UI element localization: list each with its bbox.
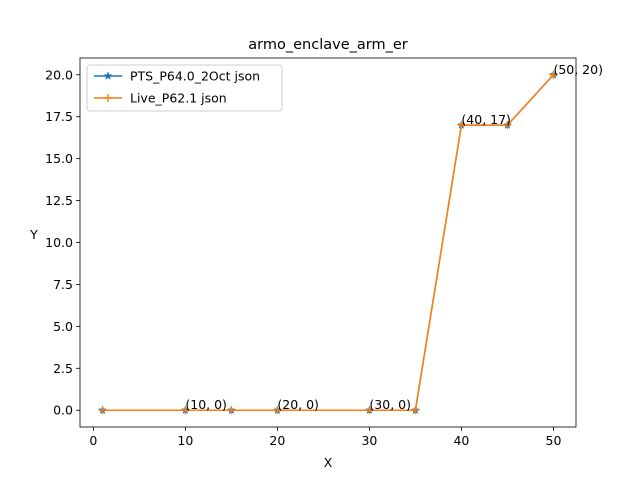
x-tick-label: 30 xyxy=(361,433,377,448)
point-annotation: (40, 17) xyxy=(461,112,511,127)
chart-title: armo_enclave_arm_er xyxy=(248,37,407,53)
x-axis-label: X xyxy=(324,455,333,470)
data-point-series-2 xyxy=(227,406,236,415)
data-point-series-2 xyxy=(549,70,558,79)
axes-frame xyxy=(79,57,577,428)
legend-marker-1 xyxy=(103,71,113,80)
y-tick-label: 12.5 xyxy=(45,193,73,208)
point-annotation: (30, 0) xyxy=(369,397,411,412)
x-tick-label: 20 xyxy=(269,433,285,448)
point-annotation: (10, 0) xyxy=(185,397,227,412)
y-tick-label: 5.0 xyxy=(53,319,73,334)
y-tick-label: 10.0 xyxy=(45,235,73,250)
legend-box xyxy=(86,64,283,112)
data-point-series-2 xyxy=(181,406,190,415)
y-tick-label: 20.0 xyxy=(45,67,73,82)
data-point-series-2 xyxy=(365,406,374,415)
y-tick-label: 17.5 xyxy=(45,109,73,124)
y-tick-label: 7.5 xyxy=(53,277,73,292)
y-axis-label: Y xyxy=(29,227,38,242)
y-tick-label: 0.0 xyxy=(53,403,73,418)
point-annotation: (20, 0) xyxy=(277,397,319,412)
legend-label-1: PTS_P64.0_2Oct json xyxy=(130,69,260,84)
x-tick-label: 0 xyxy=(89,433,97,448)
y-tick-label: 2.5 xyxy=(53,361,73,376)
data-point-series-2 xyxy=(457,121,466,130)
data-point-series-2 xyxy=(98,406,107,415)
data-point-series-2 xyxy=(273,406,282,415)
plot-area: 0 10 20 30 40 50 0.0 2.5 5.0 7.5 10.0 12.5 15.0 17.5 2… xyxy=(45,57,603,448)
legend-marker-2 xyxy=(104,94,112,102)
data-point-series-2 xyxy=(503,121,512,130)
legend: PTS_P64.0_2Oct json Live_P62.1 json xyxy=(86,64,283,112)
point-annotation: (50, 20) xyxy=(553,62,603,77)
data-point-series-2 xyxy=(411,406,420,415)
x-tick-label: 50 xyxy=(546,433,562,448)
x-tick-label: 10 xyxy=(177,433,193,448)
legend-label-2: Live_P62.1 json xyxy=(130,91,227,106)
x-tick-label: 40 xyxy=(453,433,469,448)
y-tick-label: 15.0 xyxy=(45,151,73,166)
